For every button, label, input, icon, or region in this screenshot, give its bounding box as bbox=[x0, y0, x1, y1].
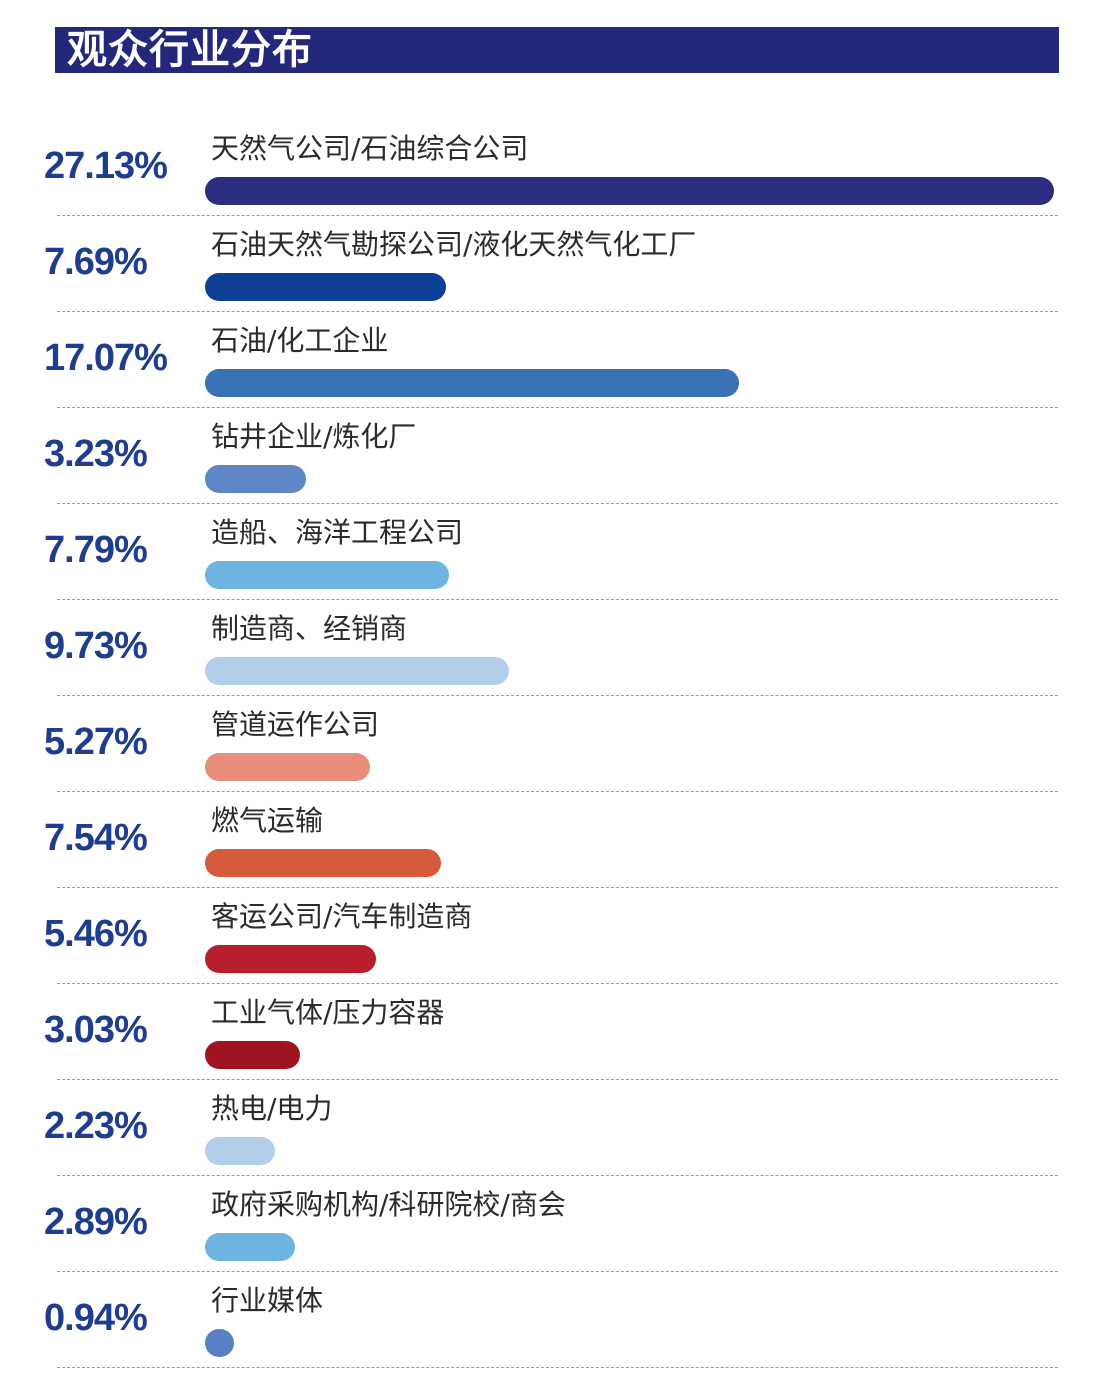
value-label: 27.13% bbox=[44, 145, 168, 187]
row-divider bbox=[57, 1175, 1058, 1176]
bar bbox=[205, 945, 376, 973]
bar bbox=[205, 657, 509, 685]
row-divider bbox=[57, 695, 1058, 696]
value-label: 2.89% bbox=[44, 1201, 148, 1243]
chart-row: 2.89% 政府采购机构/科研院校/商会 bbox=[0, 1176, 1108, 1272]
category-label: 热电/电力 bbox=[211, 1092, 333, 1125]
category-label: 政府采购机构/科研院校/商会 bbox=[211, 1188, 566, 1221]
row-divider bbox=[57, 1367, 1058, 1368]
category-label: 燃气运输 bbox=[211, 804, 324, 837]
bar bbox=[205, 1233, 295, 1261]
value-label: 7.54% bbox=[44, 817, 148, 859]
row-divider bbox=[57, 1079, 1058, 1080]
chart-row: 0.94% 行业媒体 bbox=[0, 1272, 1108, 1368]
chart-row: 27.13% 天然气公司/石油综合公司 bbox=[0, 120, 1108, 216]
row-divider bbox=[57, 791, 1058, 792]
row-divider bbox=[57, 503, 1058, 504]
bar bbox=[205, 561, 449, 589]
bar-track bbox=[205, 1233, 1054, 1261]
row-divider bbox=[57, 599, 1058, 600]
bar-track bbox=[205, 369, 1054, 397]
category-label: 制造商、经销商 bbox=[211, 612, 408, 645]
value-label: 5.27% bbox=[44, 721, 148, 763]
bar-track bbox=[205, 465, 1054, 493]
category-label: 钻井企业/炼化厂 bbox=[211, 420, 417, 453]
value-label: 9.73% bbox=[44, 625, 148, 667]
category-label: 天然气公司/石油综合公司 bbox=[211, 132, 529, 165]
row-divider bbox=[57, 887, 1058, 888]
bar bbox=[205, 1041, 300, 1069]
category-label: 工业气体/压力容器 bbox=[211, 996, 445, 1029]
category-label: 石油/化工企业 bbox=[211, 324, 389, 357]
bar-track bbox=[205, 753, 1054, 781]
value-label: 17.07% bbox=[44, 337, 168, 379]
row-divider bbox=[57, 215, 1058, 216]
bar bbox=[205, 1137, 275, 1165]
bar bbox=[205, 369, 739, 397]
chart-row: 9.73% 制造商、经销商 bbox=[0, 600, 1108, 696]
chart-row: 17.07% 石油/化工企业 bbox=[0, 312, 1108, 408]
bar-track bbox=[205, 1041, 1054, 1069]
category-label: 造船、海洋工程公司 bbox=[211, 516, 464, 549]
category-label: 管道运作公司 bbox=[211, 708, 380, 741]
bar-track bbox=[205, 177, 1054, 205]
category-label: 行业媒体 bbox=[211, 1284, 324, 1317]
bar bbox=[205, 1329, 234, 1357]
chart-row: 2.23% 热电/电力 bbox=[0, 1080, 1108, 1176]
value-label: 5.46% bbox=[44, 913, 148, 955]
bar-track bbox=[205, 561, 1054, 589]
value-label: 3.03% bbox=[44, 1009, 148, 1051]
category-label: 石油天然气勘探公司/液化天然气化工厂 bbox=[211, 228, 697, 261]
bar-chart: 27.13% 天然气公司/石油综合公司 7.69% 石油天然气勘探公司/液化天然气化工… bbox=[0, 120, 1108, 1368]
bar-track bbox=[205, 273, 1054, 301]
row-divider bbox=[57, 311, 1058, 312]
bar-track bbox=[205, 945, 1054, 973]
chart-row: 5.46% 客运公司/汽车制造商 bbox=[0, 888, 1108, 984]
chart-title: 观众行业分布 bbox=[67, 27, 313, 73]
chart-row: 3.03% 工业气体/压力容器 bbox=[0, 984, 1108, 1080]
bar bbox=[205, 753, 370, 781]
bar bbox=[205, 273, 446, 301]
bar-track bbox=[205, 849, 1054, 877]
row-divider bbox=[57, 1271, 1058, 1272]
chart-row: 3.23% 钻井企业/炼化厂 bbox=[0, 408, 1108, 504]
row-divider bbox=[57, 407, 1058, 408]
category-label: 客运公司/汽车制造商 bbox=[211, 900, 473, 933]
value-label: 3.23% bbox=[44, 433, 148, 475]
chart-header: 观众行业分布 bbox=[55, 27, 1059, 73]
bar bbox=[205, 465, 306, 493]
chart-row: 7.54% 燃气运输 bbox=[0, 792, 1108, 888]
bar bbox=[205, 849, 441, 877]
value-label: 2.23% bbox=[44, 1105, 148, 1147]
bar-track bbox=[205, 1329, 1054, 1357]
bar-track bbox=[205, 1137, 1054, 1165]
bar bbox=[205, 177, 1054, 205]
value-label: 0.94% bbox=[44, 1297, 148, 1339]
value-label: 7.69% bbox=[44, 241, 148, 283]
chart-row: 7.79% 造船、海洋工程公司 bbox=[0, 504, 1108, 600]
chart-row: 5.27% 管道运作公司 bbox=[0, 696, 1108, 792]
bar-track bbox=[205, 657, 1054, 685]
row-divider bbox=[57, 983, 1058, 984]
chart-row: 7.69% 石油天然气勘探公司/液化天然气化工厂 bbox=[0, 216, 1108, 312]
value-label: 7.79% bbox=[44, 529, 148, 571]
